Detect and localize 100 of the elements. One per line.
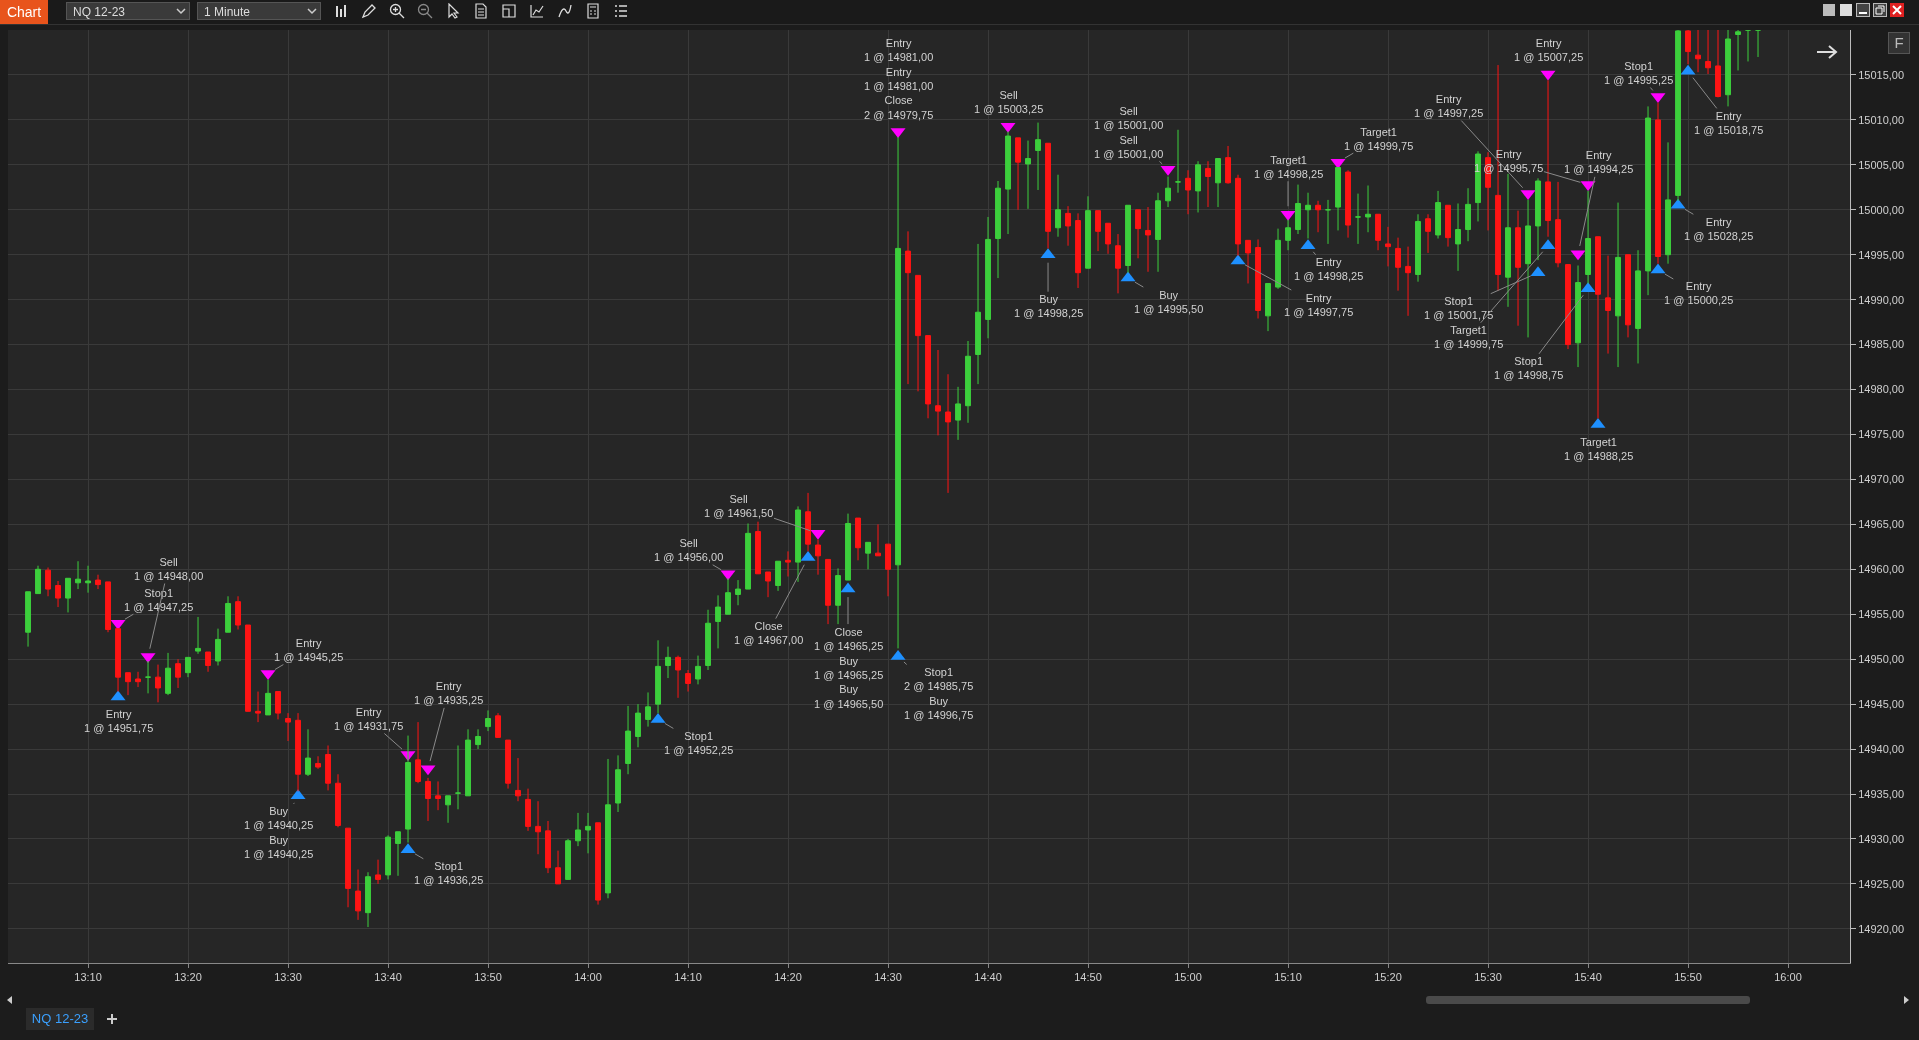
candlestick [165, 652, 171, 696]
candlestick [835, 567, 841, 625]
y-tick-label: 14970,00 [1858, 473, 1905, 486]
candlestick [1025, 140, 1031, 210]
x-tick-label: 14:40 [974, 971, 1002, 984]
candlestick [655, 639, 661, 714]
candlestick [455, 744, 461, 810]
candlestick [1145, 206, 1151, 273]
candlestick [685, 669, 691, 693]
candlestick [285, 712, 291, 742]
y-tick-label: 15005,00 [1858, 158, 1905, 171]
candlestick [715, 594, 721, 649]
x-tick-label: 15:20 [1374, 971, 1402, 984]
candlestick [335, 773, 341, 828]
candlestick [505, 739, 511, 790]
annotation: Stop1 1 @ 14952,25 [664, 730, 734, 757]
candlestick [385, 834, 391, 880]
candlestick [1715, 30, 1721, 98]
candlestick [515, 757, 521, 802]
candlestick [1735, 30, 1741, 71]
candlestick [175, 658, 181, 689]
candlestick [1015, 137, 1021, 211]
candlestick [1535, 177, 1541, 261]
candlestick [1445, 204, 1451, 248]
candlestick [1455, 202, 1461, 272]
candlestick [65, 577, 71, 613]
annotation: Target1 1 @ 14988,25 [1564, 436, 1634, 463]
candlestick [1125, 204, 1131, 274]
x-tick-label: 15:50 [1674, 971, 1702, 984]
annotation: Sell 1 @ 14948,00 [134, 556, 204, 583]
candlestick [1375, 213, 1381, 251]
candlestick [1695, 30, 1701, 73]
candlestick [345, 827, 351, 908]
candlestick [1475, 150, 1481, 222]
text: NQ 12-23 [26, 1008, 94, 1030]
y-tick-label: 14940,00 [1858, 742, 1905, 755]
y-tick-label: 14985,00 [1858, 338, 1905, 351]
y-tick-label: 14925,00 [1858, 877, 1905, 890]
candlestick [235, 595, 241, 631]
candlestick [725, 577, 731, 615]
candlestick [965, 340, 971, 424]
x-tick-label: 13:20 [174, 971, 202, 984]
candlestick [895, 136, 901, 649]
candlestick [775, 560, 781, 592]
candlestick [545, 820, 551, 874]
candlestick [395, 831, 401, 877]
candlestick [1305, 192, 1311, 240]
candlestick [425, 777, 431, 822]
candlestick [535, 800, 541, 855]
annotation: Entry 1 @ 15018,75 [1694, 110, 1764, 137]
annotation: Buy 1 @ 14995,50 [1134, 289, 1204, 316]
candlestick [1755, 30, 1761, 58]
y-tick-label: 14965,00 [1858, 518, 1905, 531]
candlestick [115, 628, 121, 693]
y-tick-label: 14930,00 [1858, 832, 1905, 845]
candlestick [1725, 30, 1731, 107]
candlestick [585, 812, 591, 854]
candlestick [795, 505, 801, 583]
x-tick-label: 13:40 [374, 971, 402, 984]
y-tick-label: 14920,00 [1858, 922, 1905, 935]
annotation: Target1 1 @ 14999,75 [1434, 324, 1504, 351]
y-tick-label: 14995,00 [1858, 248, 1905, 261]
candlestick [1605, 255, 1611, 355]
candlestick [325, 744, 331, 791]
y-tick-label: 14950,00 [1858, 653, 1905, 666]
candlestick [1625, 254, 1631, 338]
candlestick [415, 721, 421, 784]
candlestick [1675, 30, 1681, 202]
x-tick-label: 14:30 [874, 971, 902, 984]
annotation: Entry 1 @ 14998,25 [1294, 256, 1364, 283]
candlestick [485, 709, 491, 732]
candlestick [1165, 176, 1171, 208]
candlestick [1595, 236, 1601, 419]
candlestick [185, 656, 191, 678]
candlestick [555, 850, 561, 885]
candlestick [225, 595, 231, 633]
candlestick [445, 795, 451, 824]
candlestick [1345, 169, 1351, 239]
candlestick [1155, 192, 1161, 273]
candlestick [1175, 129, 1181, 194]
candlestick [495, 712, 501, 738]
candlestick [675, 655, 681, 699]
text: 1 Minute [197, 2, 321, 20]
y-tick-label: 15010,00 [1858, 113, 1905, 126]
candlestick [615, 754, 621, 813]
x-tick-label: 14:10 [674, 971, 702, 984]
candlestick [1075, 212, 1081, 289]
candlestick [955, 386, 961, 441]
candlestick [1325, 199, 1331, 245]
candlestick [735, 579, 741, 606]
candlestick [1295, 184, 1301, 235]
candlestick [1085, 195, 1091, 269]
candlestick [1245, 239, 1251, 284]
candlestick [265, 679, 271, 716]
candlestick [1185, 169, 1191, 215]
candlestick [1115, 233, 1121, 294]
candlestick [205, 651, 211, 673]
candlestick [1215, 158, 1221, 208]
x-tick-label: 14:50 [1074, 971, 1102, 984]
annotation: Stop1 2 @ 14985,75 Buy 1 @ 14996,75 [904, 666, 974, 721]
